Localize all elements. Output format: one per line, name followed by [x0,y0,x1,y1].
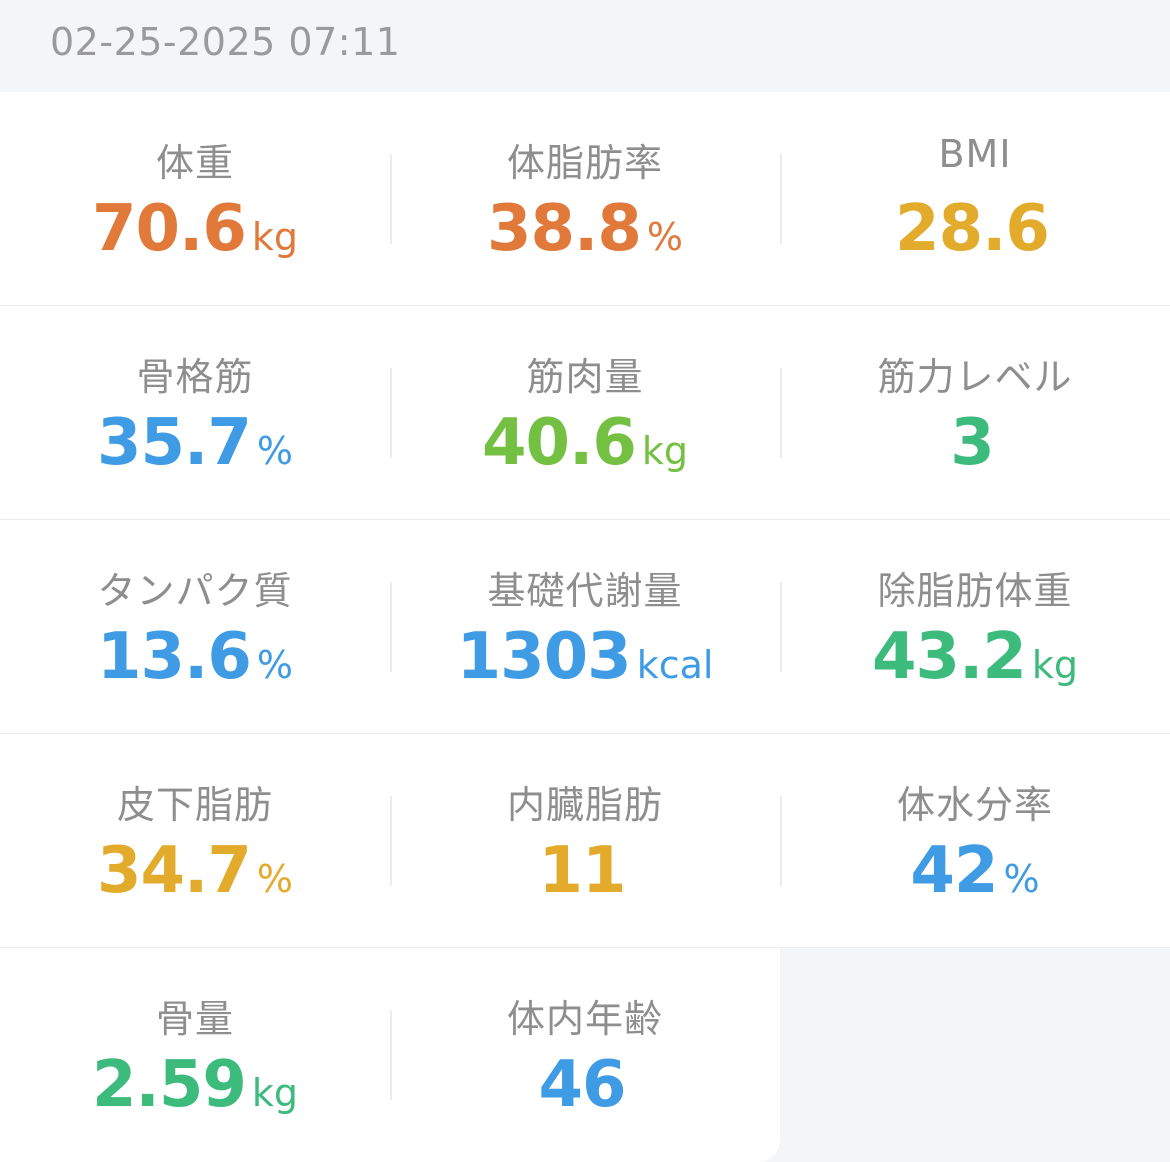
metric-subcutaneous-fat[interactable]: 皮下脂肪 34.7% [0,734,390,947]
metric-bone-mass[interactable]: 骨量 2.59 kg [0,948,390,1162]
metric-weight[interactable]: 体重 70.6 kg [0,92,390,305]
metrics-row: 骨格筋 35.7% 筋肉量 40.6 kg 筋力レベル 3 [0,306,1170,520]
metric-value: 38.8 [486,192,642,266]
metrics-grid: 体重 70.6 kg 体脂肪率 38.8% BMI 28.6 骨格筋 35.7% … [0,92,1170,1162]
metric-value: 43.2 [871,620,1027,694]
metric-unit: kg [1031,643,1079,687]
metric-label: 体脂肪率 [506,141,663,185]
metric-body-water[interactable]: 体水分率 42% [780,734,1170,947]
metric-body-age[interactable]: 体内年齢 46 [390,948,780,1162]
header: 02-25-2025 07:11 [0,0,1170,92]
metric-label: 体内年齢 [506,997,663,1041]
metric-unit: kcal [636,643,714,687]
metric-value: 35.7 [96,406,252,480]
metric-label: 内臓脂肪 [506,783,663,827]
metric-visceral-fat[interactable]: 内臓脂肪 11 [390,734,780,947]
metric-label: 基礎代謝量 [487,569,683,613]
metric-label: 皮下脂肪 [116,783,273,827]
metric-unit: % [256,429,293,473]
metric-label: 体重 [155,141,234,185]
metrics-row: 体重 70.6 kg 体脂肪率 38.8% BMI 28.6 [0,92,1170,306]
metric-value: 42 [910,834,998,908]
metric-label: 除脂肪体重 [877,569,1073,613]
metric-unit: kg [251,1071,299,1115]
metrics-row: タンパク質 13.6% 基礎代謝量 1303 kcal 除脂肪体重 43.2 kg [0,520,1170,734]
metric-label: 筋肉量 [526,355,644,399]
metric-basal-metabolism[interactable]: 基礎代謝量 1303 kcal [390,520,780,733]
metric-value: 46 [538,1048,626,1122]
metric-value: 70.6 [91,192,247,266]
metric-label: タンパク質 [97,569,293,613]
metric-body-fat[interactable]: 体脂肪率 38.8% [390,92,780,305]
metrics-row: 骨量 2.59 kg 体内年齢 46 [0,948,780,1162]
metric-label: 筋力レベル [877,355,1073,399]
metric-value: 2.59 [91,1048,247,1122]
metric-unit: kg [251,215,299,259]
metric-label: BMI [938,132,1012,176]
metric-value: 28.6 [895,192,1050,266]
metric-unit: kg [641,429,689,473]
metric-lean-body-mass[interactable]: 除脂肪体重 43.2 kg [780,520,1170,733]
metric-strength-level[interactable]: 筋力レベル 3 [780,306,1170,519]
metric-skeletal-muscle[interactable]: 骨格筋 35.7% [0,306,390,519]
metric-value: 11 [538,834,626,908]
metric-value: 3 [950,406,995,480]
metric-label: 骨量 [155,997,234,1041]
metric-label: 骨格筋 [136,355,254,399]
metric-label: 体水分率 [896,783,1053,827]
metric-unit: % [646,215,683,259]
metric-unit: % [256,857,293,901]
metric-unit: % [256,643,293,687]
metric-value: 1303 [456,620,632,694]
metrics-row: 皮下脂肪 34.7% 内臓脂肪 11 体水分率 42% [0,734,1170,948]
metric-protein[interactable]: タンパク質 13.6% [0,520,390,733]
metric-muscle-mass[interactable]: 筋肉量 40.6 kg [390,306,780,519]
metric-unit: % [1003,857,1040,901]
metric-bmi[interactable]: BMI 28.6 [780,92,1170,305]
metric-value: 40.6 [481,406,637,480]
metric-value: 13.6 [96,620,252,694]
metric-value: 34.7 [96,834,252,908]
measurement-timestamp: 02-25-2025 07:11 [50,20,401,64]
